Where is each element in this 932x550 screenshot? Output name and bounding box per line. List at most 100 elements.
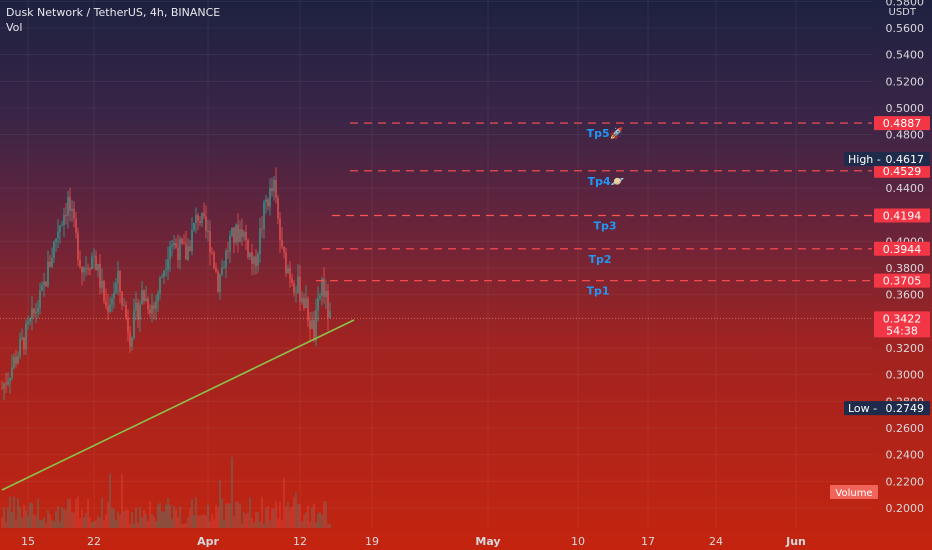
y-tick-label: 0.4800 [886,129,925,142]
currency-label: USDT [889,7,917,18]
volume-bar [15,519,17,528]
candle-body [55,238,57,242]
candle-body [199,221,201,223]
target-price-tag [874,241,930,256]
volume-bar [317,513,319,528]
volume-bar [295,492,297,528]
volume-bar [33,513,35,528]
candle-body [63,214,65,225]
candle-body [75,218,77,233]
y-tick-label: 0.3600 [886,289,925,302]
volume-bar [175,509,177,528]
target-price-label: 0.4529 [883,165,922,178]
volume-bar [285,506,287,528]
volume-bar [177,517,179,528]
volume-bar [141,517,143,528]
candle-body [47,261,49,286]
candle-body [45,281,47,286]
candle-body [235,224,237,243]
volume-bar [273,508,275,528]
candle-body [179,238,181,260]
volume-bar [107,501,109,528]
volume-bar [281,520,283,528]
target-label: Tp3 [593,219,616,232]
volume-bar [227,502,229,528]
volume-bar [271,508,273,528]
candle-body [329,311,331,318]
candle-body [315,310,317,341]
candle-body [101,280,103,288]
candle-body [5,383,7,385]
target-label: Tp1 [586,285,609,298]
volume-bar [205,515,207,528]
candle-body [217,271,219,292]
volume-bar [301,521,303,528]
candle-body [187,246,189,260]
candle-body [207,230,209,232]
volume-bar [21,517,23,528]
volume-bar [315,522,317,528]
volume-bar [253,522,255,528]
candle-body [327,290,329,318]
candle-body [39,290,41,309]
volume-bar [213,519,215,528]
candle-body [99,264,101,288]
candle-body [119,271,121,292]
candle-body [71,208,73,211]
y-tick-label: 0.2600 [886,422,925,435]
volume-bar [71,511,73,528]
candle-body [23,337,25,349]
candle-body [147,298,149,310]
candle-body [185,244,187,260]
candle-body [91,256,93,270]
time-scale[interactable] [0,530,932,550]
volume-bar [325,501,327,528]
time-axis: 15 22 Apr 12 19 May 10 17 24 Jun [21,535,806,548]
support-trendline [1,319,355,491]
candles [1,167,331,400]
target-price-tag [874,273,930,288]
volume-bar [95,520,97,528]
x-tick-label: 15 [21,535,35,548]
candle-body [215,267,217,272]
volume-indicator-label[interactable]: Vol [6,21,23,34]
price-scale[interactable] [872,0,932,530]
candle-body [59,226,61,232]
candle-body [237,224,239,242]
low-marker-box [844,401,930,416]
volume-bar [181,523,183,528]
volume-bar [211,513,213,528]
candle-body [239,229,241,242]
candle-body [105,301,107,306]
volume-bar [165,504,167,528]
target-price-tag [874,163,930,178]
candle-body [177,247,179,260]
candle-body [295,292,297,294]
volume-bar [245,514,247,528]
volume-bar [143,510,145,528]
candle-body [21,337,23,339]
candle-body [289,268,291,279]
candle-body [261,228,263,230]
low-marker-label: Low - [848,402,877,415]
candle-body [183,243,185,245]
volume-bar [269,520,271,528]
volume-bar [81,509,83,528]
symbol-title[interactable]: Dusk Network / TetherUS, 4h, BINANCE [6,6,221,19]
candle-body [229,236,231,252]
volume-bar [225,504,227,528]
volume-tag [830,485,878,499]
candle-body [219,274,221,292]
volume-bar [291,506,293,528]
volume-bar [135,508,137,528]
volume-bar [157,504,159,528]
candle-body [171,245,173,247]
volume-bar [49,514,51,528]
candle-body [107,305,109,312]
volume-bar [179,506,181,528]
candle-body [241,229,243,237]
candle-body [273,179,275,192]
volume-bar [67,499,69,528]
